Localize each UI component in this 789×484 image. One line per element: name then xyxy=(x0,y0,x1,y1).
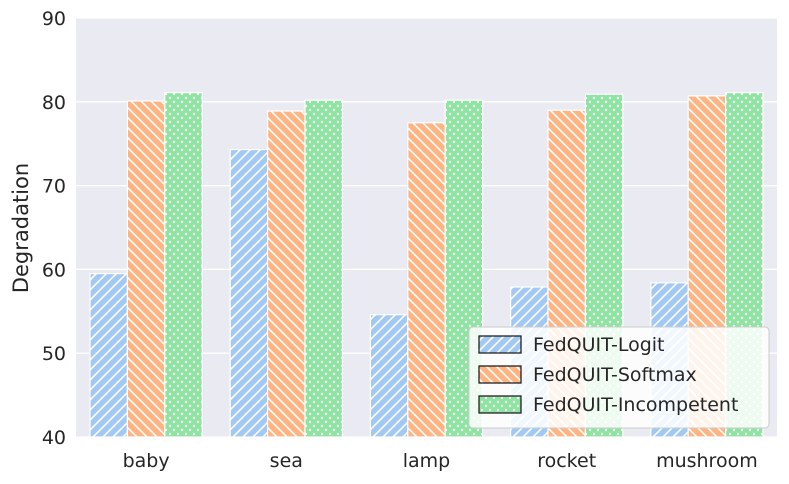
legend-swatch-hatch-2 xyxy=(478,395,522,414)
bar-hatch-baby-2 xyxy=(164,91,203,438)
y-axis-ticks: 40 50 60 70 80 90 xyxy=(42,8,66,449)
bar-hatch-lamp-2 xyxy=(444,99,484,438)
legend-swatch-hatch-0 xyxy=(478,335,522,354)
bar-hatch-sea-1 xyxy=(267,110,306,438)
y-tick-label: 60 xyxy=(42,259,66,281)
legend-label: FedQUIT-Incompetent xyxy=(533,394,738,416)
legend: FedQUIT-Logit FedQUIT-Softmax FedQUIT-Inco… xyxy=(468,326,770,429)
y-tick-label: 80 xyxy=(42,92,66,114)
y-tick-label: 70 xyxy=(42,176,66,198)
bars xyxy=(89,91,764,438)
y-tick-label: 40 xyxy=(42,427,66,449)
legend-label: FedQUIT-Logit xyxy=(533,334,665,356)
y-tick-label: 50 xyxy=(42,343,66,365)
x-tick-label: mushroom xyxy=(656,450,758,472)
y-tick-label: 90 xyxy=(42,8,66,30)
bar-hatch-sea-0 xyxy=(229,148,269,438)
x-tick-label: lamp xyxy=(403,450,451,472)
bar-hatch-sea-2 xyxy=(304,99,343,438)
bar-hatch-lamp-0 xyxy=(369,314,409,438)
legend-label: FedQUIT-Softmax xyxy=(533,364,697,386)
legend-box xyxy=(468,326,770,429)
x-axis-ticks: baby sea lamp rocket mushroom xyxy=(123,450,758,472)
x-tick-label: sea xyxy=(270,450,303,472)
bar-hatch-lamp-1 xyxy=(407,122,446,438)
bar-hatch-baby-0 xyxy=(89,272,129,438)
legend-swatch-hatch-1 xyxy=(478,365,522,384)
x-tick-label: rocket xyxy=(537,450,596,472)
x-tick-label: baby xyxy=(123,450,170,472)
y-axis-label: Degradation xyxy=(9,163,33,293)
bar-hatch-baby-1 xyxy=(126,100,166,438)
